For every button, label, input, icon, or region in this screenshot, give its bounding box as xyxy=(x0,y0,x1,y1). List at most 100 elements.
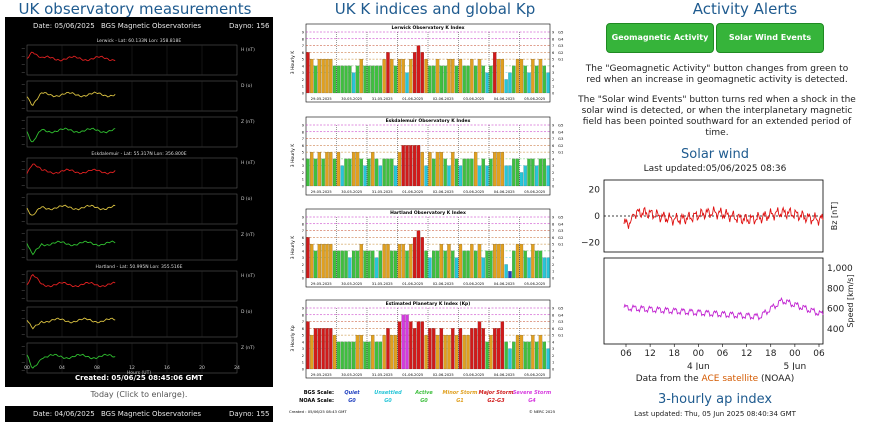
x-tick-label: 00 xyxy=(789,349,801,359)
g-scale-label: G1 xyxy=(558,242,564,247)
k-bar xyxy=(409,244,413,279)
k-tick-right: 1 xyxy=(552,361,554,365)
date-label: 31-05-2025 xyxy=(372,282,393,286)
solar-wind-events-button[interactable]: Solar Wind Events xyxy=(716,23,824,53)
k-tick-right: 0 xyxy=(552,185,554,189)
k-tick-left: 9 xyxy=(302,216,304,220)
date-label: 04-06-2025 xyxy=(494,373,515,377)
g-scale-label: G5 xyxy=(558,215,564,220)
observatory-magnetogram[interactable]: Date: 05/06/2025 BGS Magnetic Observator… xyxy=(5,17,273,387)
k-bar xyxy=(435,250,440,279)
date-label: 05-06-2025 xyxy=(524,190,545,194)
k-bar xyxy=(527,72,531,94)
component-label: D (o) xyxy=(241,309,252,315)
k-bar xyxy=(470,158,474,187)
k-bar xyxy=(458,328,463,370)
k-bar xyxy=(332,250,337,279)
k-bar xyxy=(531,244,535,279)
magnetogram-trace xyxy=(26,91,116,106)
k-bar xyxy=(405,145,409,187)
hour-tick-label: 00 xyxy=(24,365,30,371)
date-label: 01-06-2025 xyxy=(402,373,423,377)
prev-magnetogram-org: BGS Magnetic Observatories xyxy=(101,410,202,418)
hour-tick-label: 12 xyxy=(129,365,135,371)
bgs-scale-item: Active xyxy=(414,390,433,396)
k-bar xyxy=(439,328,444,370)
k-tick-left: 4 xyxy=(302,157,305,161)
date-label: 02-06-2025 xyxy=(433,190,454,194)
g-scale-label: G1 xyxy=(558,333,564,338)
noaa-scale-item: G0 xyxy=(420,398,428,404)
noaa-scale-label: NOAA Scale: xyxy=(299,398,334,404)
k-bar xyxy=(424,165,428,187)
ace-satellite-link[interactable]: ACE satellite xyxy=(701,374,759,384)
k-panel-title: Eskdalemuir Observatory K Index xyxy=(386,118,471,124)
k-index-chart[interactable]: Lerwick Observatory K Index G5 G4 G3 G2 G1 0 0 1… xyxy=(288,17,580,422)
k-ylabel: 3 Hourly K xyxy=(290,50,296,74)
k-tick-left: 6 xyxy=(302,144,304,148)
hour-tick-label: 20 xyxy=(199,365,205,371)
k-bar xyxy=(428,152,432,187)
k-tick-left: 9 xyxy=(302,307,304,311)
k-bar xyxy=(424,59,428,94)
magnetogram-caption[interactable]: Today (Click to enlarge). xyxy=(90,390,188,399)
k-bar xyxy=(454,257,459,279)
k-bar xyxy=(397,244,402,279)
magnetogram-trace xyxy=(26,240,116,256)
k-bar xyxy=(481,257,485,279)
k-bar xyxy=(397,321,402,370)
k-bar xyxy=(401,244,405,279)
y-tick-label: — xyxy=(22,90,26,94)
k-bar xyxy=(336,341,341,370)
k-bar xyxy=(512,341,516,370)
y-tick-label: — xyxy=(22,82,26,86)
solar-wind-title: Solar wind xyxy=(681,147,749,162)
k-bar xyxy=(367,250,371,279)
k-bar xyxy=(447,165,451,187)
k-bar xyxy=(321,158,325,187)
k-tick-left: 1 xyxy=(302,270,304,274)
k-bar xyxy=(477,321,482,370)
k-tick-left: 6 xyxy=(302,236,304,240)
k-bar xyxy=(405,314,409,370)
k-bar xyxy=(454,65,459,94)
k-bar xyxy=(546,72,550,94)
bz-tick-label: 20 xyxy=(589,186,601,196)
y-tick-label: — xyxy=(22,360,26,364)
date-label: 31-05-2025 xyxy=(372,190,393,194)
previous-magnetogram[interactable]: Date: 04/06/2025 BGS Magnetic Observator… xyxy=(5,406,273,422)
hour-axis-label: Hours (UT) xyxy=(127,370,151,376)
k-bar xyxy=(416,145,421,187)
k-tick-left: 2 xyxy=(302,263,304,267)
k-bar xyxy=(546,165,550,187)
k-bar xyxy=(416,230,421,279)
magnetogram-trace xyxy=(26,163,116,175)
k-bar xyxy=(466,250,470,279)
k-tick-left: 2 xyxy=(302,171,304,175)
date-label: 30-05-2025 xyxy=(341,190,362,194)
k-bar xyxy=(336,152,341,187)
k-bar xyxy=(325,59,329,94)
k-bar xyxy=(432,328,436,370)
k-bar xyxy=(542,257,546,279)
bgs-scale-item: Unsettled xyxy=(374,390,402,396)
k-bar xyxy=(420,237,424,279)
k-bar xyxy=(371,152,375,187)
y-tick-label: — xyxy=(22,308,26,312)
k-bar xyxy=(538,59,543,94)
k-tick-left: 1 xyxy=(302,178,304,182)
k-bar xyxy=(313,158,318,187)
k-bar xyxy=(359,158,363,187)
kindex-created: Created : 05/06/25 08:43 GMT xyxy=(289,409,347,414)
k-bar xyxy=(382,158,386,187)
geomagnetic-activity-button[interactable]: Geomagnetic Activity xyxy=(606,23,714,53)
k-bar xyxy=(329,152,333,187)
k-bar xyxy=(493,244,497,279)
noaa-scale-item: G1 xyxy=(456,398,464,404)
k-bar xyxy=(546,348,550,370)
date-label: 30-05-2025 xyxy=(341,373,362,377)
k-bar xyxy=(348,341,352,370)
geomagnetic-note: The "Geomagnetic Activity" button change… xyxy=(585,64,849,85)
date-label: 02-06-2025 xyxy=(433,97,454,101)
